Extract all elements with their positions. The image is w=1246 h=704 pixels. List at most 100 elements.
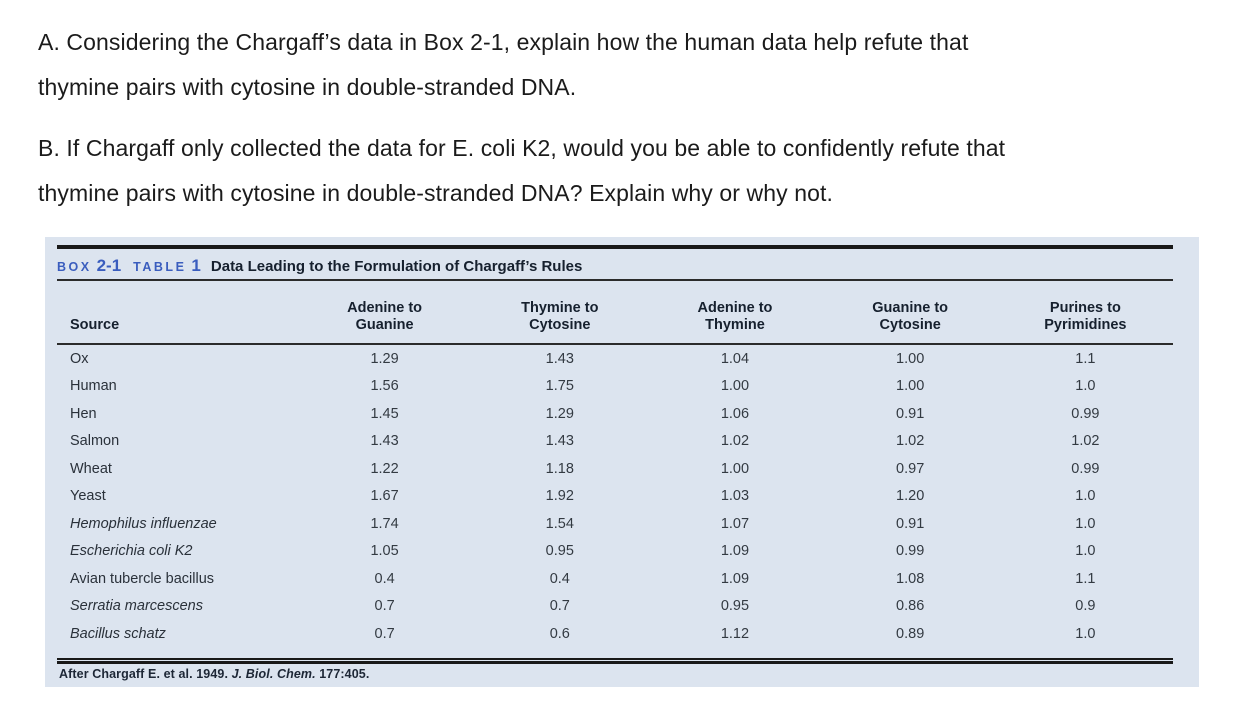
value-cell: 1.67: [370, 488, 399, 504]
header-label: Thymine to: [521, 300, 599, 316]
value-cell: 1.29: [545, 405, 574, 422]
value-cell: 1.75: [545, 378, 574, 394]
value-cell: 1.00: [896, 350, 925, 367]
rule-under-header: [57, 343, 1173, 345]
rule-bottom: [57, 657, 1173, 664]
value-cell: 0.91: [896, 405, 925, 422]
value-cell: 1.56: [370, 378, 399, 394]
value-cell: 0.7: [374, 625, 395, 642]
header-label: Cytosine: [529, 317, 591, 333]
header-label: Cytosine: [879, 317, 941, 333]
question-block: A. Considering the Chargaff’s data in Bo…: [0, 0, 1246, 216]
value-cell: 1.0: [1075, 378, 1096, 394]
footnote-prefix: After Chargaff E. et al. 1949.: [59, 666, 229, 681]
footnote-suffix: 177:405.: [319, 666, 370, 681]
value-cell: 1.43: [370, 433, 399, 449]
value-cell: 0.99: [1071, 405, 1100, 422]
question-b: B. If Chargaff only collected the data f…: [38, 126, 1206, 216]
value-cell: 1.0: [1075, 625, 1096, 642]
table-row: Escherichia coli K2 1.05 0.95 1.09 0.99 1.0: [57, 538, 1173, 566]
question-b-line-2: thymine pairs with cytosine in double-st…: [38, 180, 833, 206]
table-row: Hen 1.45 1.29 1.06 0.91 0.99: [57, 400, 1173, 428]
table-footnote: After Chargaff E. et al. 1949. J. Biol. …: [57, 664, 1173, 681]
value-cell: 0.99: [896, 543, 925, 559]
question-a-line-1: A. Considering the Chargaff’s data in Bo…: [38, 29, 969, 55]
column-header-adenine-guanine: Adenine to Guanine: [297, 281, 472, 343]
value-cell: 1.74: [370, 515, 399, 532]
value-cell: 1.12: [720, 625, 750, 642]
footnote-citation: J. Biol. Chem.: [231, 666, 316, 681]
source-cell: Salmon: [70, 433, 120, 449]
value-cell: 0.86: [896, 598, 925, 614]
value-cell: 1.43: [545, 433, 574, 449]
value-cell: 1.02: [896, 433, 925, 449]
chargaff-table-panel: BOX 2-1 TABLE 1 Data Leading to the Form…: [45, 237, 1199, 687]
value-cell: 1.0: [1075, 488, 1096, 504]
value-cell: 0.4: [549, 570, 570, 587]
rule-under-title: [57, 279, 1173, 281]
value-cell: 1.09: [720, 543, 750, 559]
header-label: Pyrimidines: [1044, 317, 1127, 333]
source-cell: Human: [70, 378, 117, 394]
box-number: 2-1: [96, 256, 122, 275]
value-cell: 0.99: [1071, 460, 1100, 477]
value-cell: 1.02: [1071, 433, 1100, 449]
value-cell: 1.00: [896, 378, 925, 394]
question-a: A. Considering the Chargaff’s data in Bo…: [38, 20, 1206, 110]
value-cell: 1.43: [545, 350, 574, 367]
value-cell: 1.04: [720, 350, 750, 367]
table-row: Human 1.56 1.75 1.00 1.00 1.0: [57, 373, 1173, 401]
value-cell: 1.08: [896, 570, 925, 587]
value-cell: 1.22: [370, 460, 399, 477]
value-cell: 1.0: [1075, 515, 1096, 532]
header-row: Source Adenine to Guanine Thymine to Cyt…: [57, 281, 1173, 343]
value-cell: 1.03: [720, 488, 750, 504]
source-cell: Wheat: [70, 460, 112, 477]
value-cell: 1.20: [896, 488, 925, 504]
column-header-source: Source: [57, 281, 297, 343]
header-label: Guanine to: [872, 300, 949, 316]
header-label: Thymine: [705, 317, 765, 333]
header-rule-row: [57, 343, 1173, 345]
value-cell: 0.97: [896, 460, 925, 477]
value-cell: 1.00: [720, 460, 750, 477]
source-cell: Avian tubercle bacillus: [70, 570, 215, 587]
table-title: Data Leading to the Formulation of Charg…: [210, 258, 583, 275]
table-label: TABLE: [133, 260, 187, 274]
table-row: Salmon 1.43 1.43 1.02 1.02 1.02: [57, 428, 1173, 456]
value-cell: 1.54: [545, 515, 574, 532]
question-a-line-2: thymine pairs with cytosine in double-st…: [38, 74, 577, 100]
table-row: Wheat 1.22 1.18 1.00 0.97 0.99: [57, 455, 1173, 483]
table-row: Ox 1.29 1.43 1.04 1.00 1.1: [57, 345, 1173, 373]
source-cell: Escherichia coli K2: [70, 543, 193, 559]
value-cell: 1.06: [720, 405, 750, 422]
box-label: BOX: [57, 260, 92, 274]
value-cell: 1.02: [720, 433, 750, 449]
value-cell: 0.6: [549, 625, 570, 642]
value-cell: 0.95: [720, 598, 750, 614]
header-label: Guanine: [355, 317, 414, 333]
value-cell: 1.09: [720, 570, 750, 587]
source-cell: Serratia marcescens: [70, 598, 203, 614]
table-number: 1: [191, 256, 201, 275]
value-cell: 0.7: [374, 598, 395, 614]
source-cell: Yeast: [70, 488, 106, 504]
chargaff-data-table: Source Adenine to Guanine Thymine to Cyt…: [57, 281, 1173, 648]
table-title-bar: BOX 2-1 TABLE 1 Data Leading to the Form…: [57, 249, 1173, 279]
header-label: Source: [70, 317, 120, 333]
table-row: Bacillus schatz 0.7 0.6 1.12 0.89 1.0: [57, 620, 1173, 648]
value-cell: 1.00: [720, 378, 750, 394]
value-cell: 1.0: [1075, 543, 1096, 559]
rule-top: [57, 245, 1173, 249]
header-label: Adenine to: [347, 300, 423, 316]
source-cell: Hen: [70, 405, 97, 422]
column-header-thymine-cytosine: Thymine to Cytosine: [472, 281, 647, 343]
value-cell: 0.9: [1075, 598, 1096, 614]
value-cell: 1.18: [545, 460, 574, 477]
value-cell: 0.91: [896, 515, 925, 532]
table-row: Serratia marcescens 0.7 0.7 0.95 0.86 0.9: [57, 593, 1173, 621]
source-cell: Hemophilus influenzae: [70, 515, 217, 532]
header-label: Purines to: [1049, 300, 1121, 316]
table-row: Avian tubercle bacillus 0.4 0.4 1.09 1.08 1.1: [57, 565, 1173, 593]
value-cell: 0.7: [549, 598, 570, 614]
